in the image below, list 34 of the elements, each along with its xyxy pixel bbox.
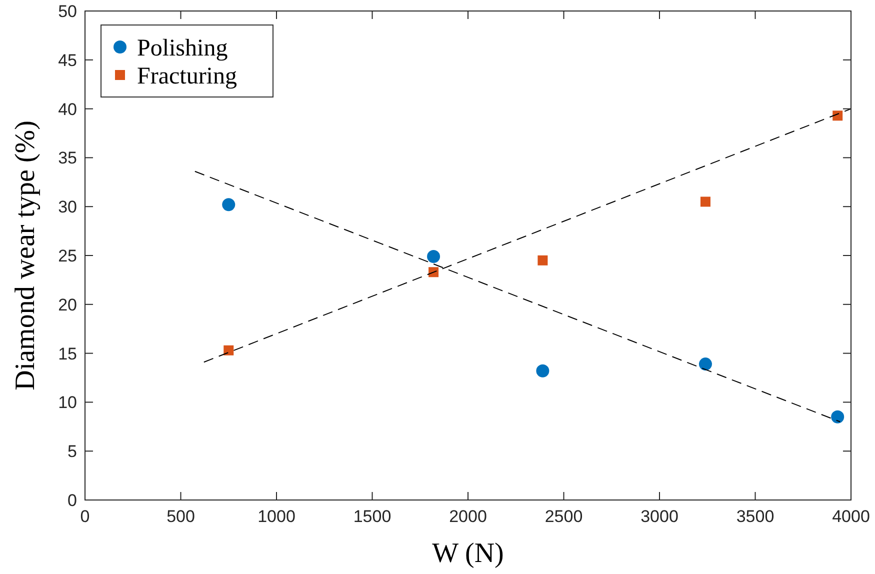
- x-axis-title: W (N): [432, 538, 504, 569]
- legend-label: Fracturing: [137, 63, 237, 90]
- y-tick-label: 40: [58, 100, 77, 119]
- point: [536, 364, 550, 378]
- point: [224, 345, 234, 356]
- y-tick-label: 35: [58, 148, 77, 168]
- point: [832, 110, 843, 121]
- x-tick-label: 1000: [258, 507, 296, 526]
- point: [538, 255, 548, 266]
- point: [222, 198, 236, 212]
- point: [698, 358, 712, 371]
- y-tick-label: 50: [58, 2, 77, 21]
- legend-label: Polishing: [137, 35, 228, 62]
- x-tick-label: 3500: [736, 507, 774, 526]
- point: [428, 267, 439, 278]
- x-tick-label: 500: [166, 507, 195, 526]
- x-tick-label: 3000: [640, 507, 678, 526]
- y-tick-label: 5: [68, 442, 77, 462]
- point: [427, 250, 440, 263]
- point: [831, 410, 844, 424]
- y-axis-title: Diamond wear type (%): [10, 120, 41, 390]
- y-tick-label: 15: [58, 344, 77, 364]
- x-tick-label: 0: [80, 507, 90, 526]
- x-tick-label: 2000: [449, 507, 487, 526]
- y-tick-label: 0: [68, 490, 77, 510]
- y-tick-label: 20: [58, 295, 77, 314]
- y-tick-label: 30: [58, 198, 77, 217]
- point: [700, 196, 710, 207]
- x-tick-label: 4000: [832, 507, 870, 526]
- y-tick-label: 45: [58, 50, 77, 70]
- x-tick-label: 1500: [353, 507, 392, 526]
- y-tick-label: 25: [58, 246, 77, 266]
- x-tick-label: 2500: [544, 507, 583, 526]
- y-tick-label: 10: [58, 393, 77, 412]
